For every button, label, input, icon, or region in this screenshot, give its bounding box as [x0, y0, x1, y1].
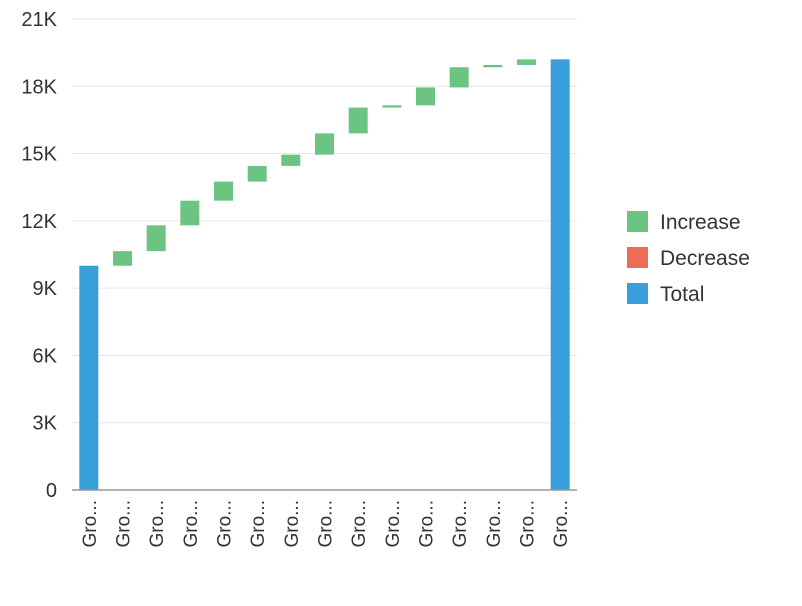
legend-label-total: Total	[660, 283, 704, 306]
x-category-label: Gro...	[551, 500, 572, 548]
x-category-label: Gro...	[484, 500, 505, 548]
legend-swatch-total	[627, 283, 648, 304]
y-tick-label: 9K	[33, 278, 58, 300]
y-tick-label: 6K	[33, 345, 58, 367]
bar-increase	[247, 165, 267, 182]
y-tick-label: 0	[46, 480, 57, 502]
bar-total	[550, 59, 570, 490]
legend-swatch-decrease	[627, 247, 648, 268]
y-tick-label: 12K	[21, 211, 57, 233]
bar-increase	[180, 200, 200, 226]
x-category-label: Gro...	[450, 500, 471, 548]
bar-increase	[281, 154, 301, 166]
x-category-label: Gro...	[114, 500, 135, 548]
legend-label-increase: Increase	[660, 211, 741, 234]
bar-increase	[113, 251, 132, 266]
x-category-label: Gro...	[282, 500, 303, 548]
legend-label-decrease: Decrease	[660, 247, 750, 270]
x-category-label: Gro...	[80, 500, 101, 548]
y-tick-label: 21K	[21, 9, 57, 31]
bar-increase	[315, 133, 334, 155]
legend: Increase Decrease Total	[627, 211, 750, 306]
bar-total	[79, 265, 99, 490]
bar-increase	[483, 64, 503, 68]
x-category-label: Gro...	[147, 500, 168, 548]
x-category-label: Gro...	[518, 500, 539, 548]
x-category-label: Gro...	[181, 500, 202, 548]
y-tick-label: 15K	[21, 144, 57, 166]
bar-increase	[416, 87, 435, 106]
bar-increase	[348, 107, 368, 134]
y-tick-label: 3K	[33, 413, 58, 435]
x-category-label: Gro...	[316, 500, 337, 548]
y-axis-ticks: 0 3K 6K 9K 12K 15K 18K 21K	[21, 9, 57, 502]
bars	[79, 59, 570, 490]
gridlines	[72, 18, 577, 424]
x-category-label: Gro...	[349, 500, 370, 548]
bar-increase	[146, 225, 166, 252]
bar-increase	[214, 181, 233, 201]
x-category-label: Gro...	[215, 500, 236, 548]
bar-increase	[382, 105, 402, 108]
y-tick-label: 18K	[21, 76, 57, 98]
legend-swatch-increase	[627, 211, 648, 232]
x-category-label: Gro...	[383, 500, 404, 548]
bar-increase	[517, 59, 536, 65]
x-axis-categories: Gro... Gro... Gro... Gro... Gro... Gro... Gro.…	[80, 500, 572, 548]
x-category-label: Gro...	[248, 500, 269, 548]
x-category-label: Gro...	[417, 500, 438, 548]
bar-increase	[449, 67, 469, 88]
